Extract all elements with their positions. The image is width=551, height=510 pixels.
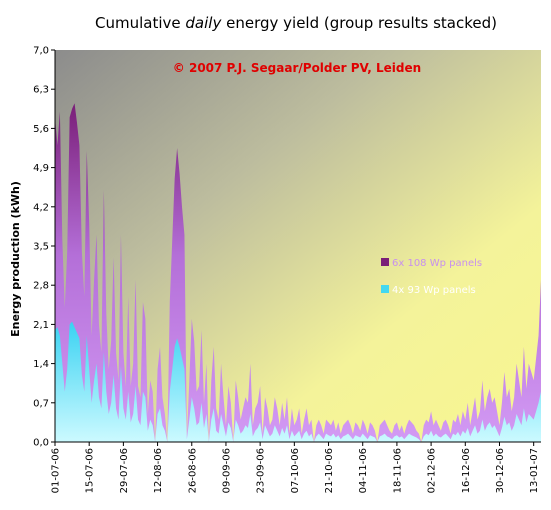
- y-tick-label: 0,0: [33, 438, 49, 449]
- y-tick-label: 3,5: [33, 242, 49, 253]
- x-tick-label: 26-08-06: [187, 448, 198, 493]
- y-tick-label: 4,9: [33, 163, 49, 174]
- y-tick-label: 1,4: [33, 359, 49, 370]
- series-layer: [55, 103, 541, 442]
- legend: 6x 108 Wp panels 4x 93 Wp panels: [381, 258, 482, 296]
- y-tick-label: 4,2: [33, 202, 49, 213]
- y-tick-label: 2,1: [33, 320, 49, 331]
- x-tick-label: 23-09-06: [256, 448, 267, 493]
- y-tick-label: 2,8: [33, 281, 49, 292]
- y-tick-label: 5,6: [33, 124, 49, 135]
- x-tick-label: 30-12-06: [495, 448, 506, 493]
- y-tick-label: 6,3: [33, 85, 49, 96]
- legend-4x93-label: 4x 93 Wp panels: [392, 285, 476, 296]
- x-tick-label: 16-12-06: [461, 448, 472, 493]
- x-tick-label: 12-08-06: [153, 448, 164, 493]
- x-tick-label: 07-10-06: [290, 448, 301, 493]
- y-axis-label: Energy production (kWh): [9, 181, 22, 337]
- series-area-4x93: [55, 321, 541, 442]
- x-tick-label: 15-07-06: [85, 448, 96, 493]
- x-tick-label: 02-12-06: [427, 448, 438, 493]
- y-tick-label: 0,7: [33, 398, 49, 409]
- x-tick-label: 18-11-06: [392, 448, 403, 493]
- x-tick-label: 29-07-06: [119, 448, 130, 493]
- chart-title-italic: daily: [185, 14, 222, 32]
- y-ticks: 0,0 0,7 1,4 2,1 2,8 3,5 4,2 4,9 5,6 6,3 7,0: [33, 46, 55, 449]
- copyright-label: © 2007 P.J. Segaar/Polder PV, Leiden: [173, 61, 421, 75]
- x-tick-label: 01-07-06: [51, 448, 62, 493]
- x-tick-label: 09-09-06: [221, 448, 232, 493]
- legend-6x108-label: 6x 108 Wp panels: [392, 258, 482, 269]
- chart-title: Cumulative daily energy yield (group res…: [95, 14, 497, 32]
- legend-4x93-swatch: [381, 285, 389, 293]
- chart-title-suffix: energy yield (group results stacked): [221, 14, 497, 32]
- y-tick-label: 7,0: [33, 46, 49, 57]
- x-tick-label: 04-11-06: [358, 448, 369, 493]
- legend-6x108-swatch: [381, 258, 389, 266]
- x-tick-label: 13-01-07: [529, 448, 540, 493]
- x-tick-label: 21-10-06: [324, 448, 335, 493]
- x-ticks: 01-07-06 15-07-06 29-07-06 12-08-06 26-08-06…: [51, 442, 540, 493]
- chart-title-prefix: Cumulative: [95, 14, 185, 32]
